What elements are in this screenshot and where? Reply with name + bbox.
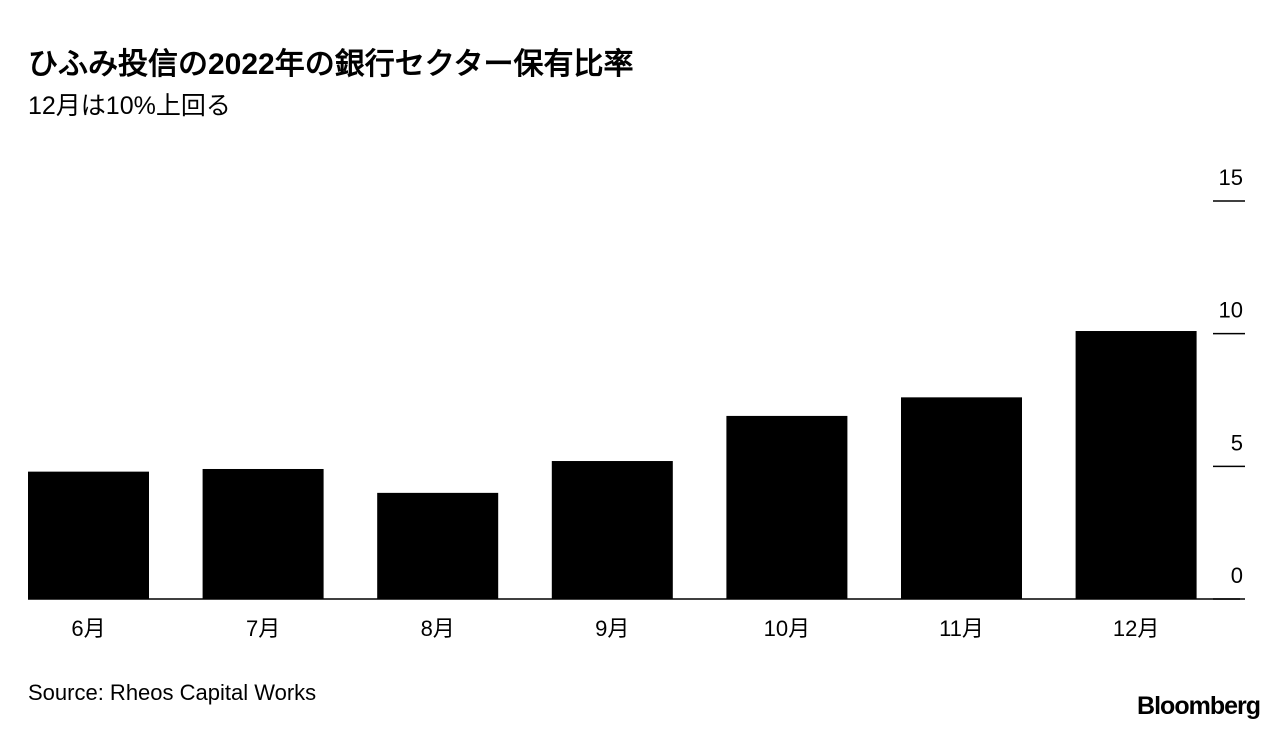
bar [901, 397, 1022, 599]
bar [202, 468, 324, 599]
bar [1075, 331, 1197, 599]
y-tick-label: 15 [1219, 165, 1243, 190]
chart-title: ひふみ投信の2022年の銀行セクター保有比率 [28, 48, 634, 81]
x-tick-label: 9月 [595, 616, 629, 641]
bar [377, 492, 499, 599]
x-tick-label: 8月 [421, 616, 455, 641]
x-tick-label: 11月 [939, 616, 984, 641]
chart-subtitle: 12月は10%上回る [28, 92, 231, 120]
x-tick-label: 7月 [246, 616, 280, 641]
x-tick-label: 10月 [764, 616, 810, 641]
bar [28, 471, 149, 599]
y-tick-label: 10 [1219, 298, 1243, 323]
source: Source: Rheos Capital Works [28, 680, 316, 705]
x-tick-label: 6月 [71, 616, 105, 641]
brand-logo: Bloomberg [1137, 692, 1260, 720]
bar [551, 461, 673, 599]
x-tick-label: 12月 [1113, 616, 1159, 641]
y-tick-label: 5 [1231, 430, 1243, 455]
bar [726, 415, 848, 599]
y-tick-label: 0 [1231, 563, 1243, 588]
